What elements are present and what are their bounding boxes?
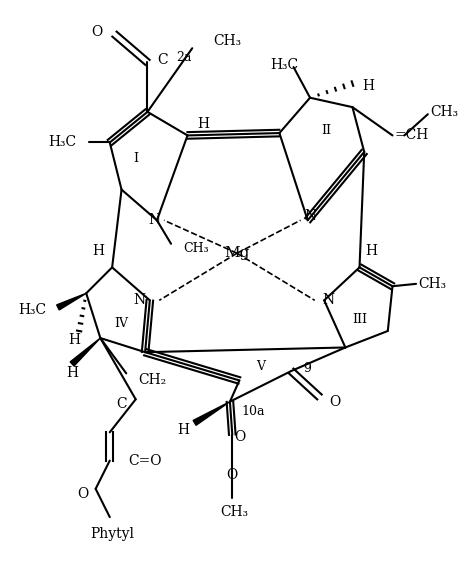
Text: I: I [133,153,138,166]
Text: C: C [157,53,167,67]
Text: H₃C: H₃C [270,58,298,72]
Text: =CH: =CH [395,128,429,142]
Text: H: H [365,244,377,258]
Polygon shape [193,401,230,425]
Text: III: III [352,312,367,326]
Text: C=O: C=O [128,454,162,467]
Text: Phytyl: Phytyl [90,526,134,540]
Text: O: O [227,468,238,482]
Text: H₃C: H₃C [18,303,46,317]
Polygon shape [57,293,86,310]
Text: H: H [362,79,374,93]
Text: H: H [92,244,104,258]
Text: H: H [68,333,81,347]
Polygon shape [70,338,100,366]
Text: H: H [66,367,78,381]
Text: CH₃: CH₃ [419,277,447,291]
Text: 9: 9 [303,362,311,375]
Text: 2a: 2a [176,51,191,64]
Text: C: C [116,397,127,411]
Text: CH₃: CH₃ [220,506,249,520]
Text: N: N [304,208,316,222]
Text: H: H [177,423,189,437]
Text: H: H [197,117,209,131]
Text: N: N [148,213,161,227]
Text: O: O [77,486,89,501]
Text: II: II [321,124,331,137]
Text: N: N [323,293,335,307]
Text: O: O [235,430,246,444]
Text: O: O [329,395,340,409]
Text: CH₃: CH₃ [183,242,209,255]
Text: O: O [91,25,103,39]
Text: Mg: Mg [224,246,250,260]
Text: IV: IV [115,318,128,330]
Text: V: V [256,360,265,373]
Text: N: N [133,293,145,307]
Text: 10a: 10a [242,405,265,418]
Text: H₃C: H₃C [49,136,77,150]
Text: CH₂: CH₂ [138,373,166,387]
Text: CH₃: CH₃ [430,105,458,119]
Text: CH₃: CH₃ [213,34,242,48]
